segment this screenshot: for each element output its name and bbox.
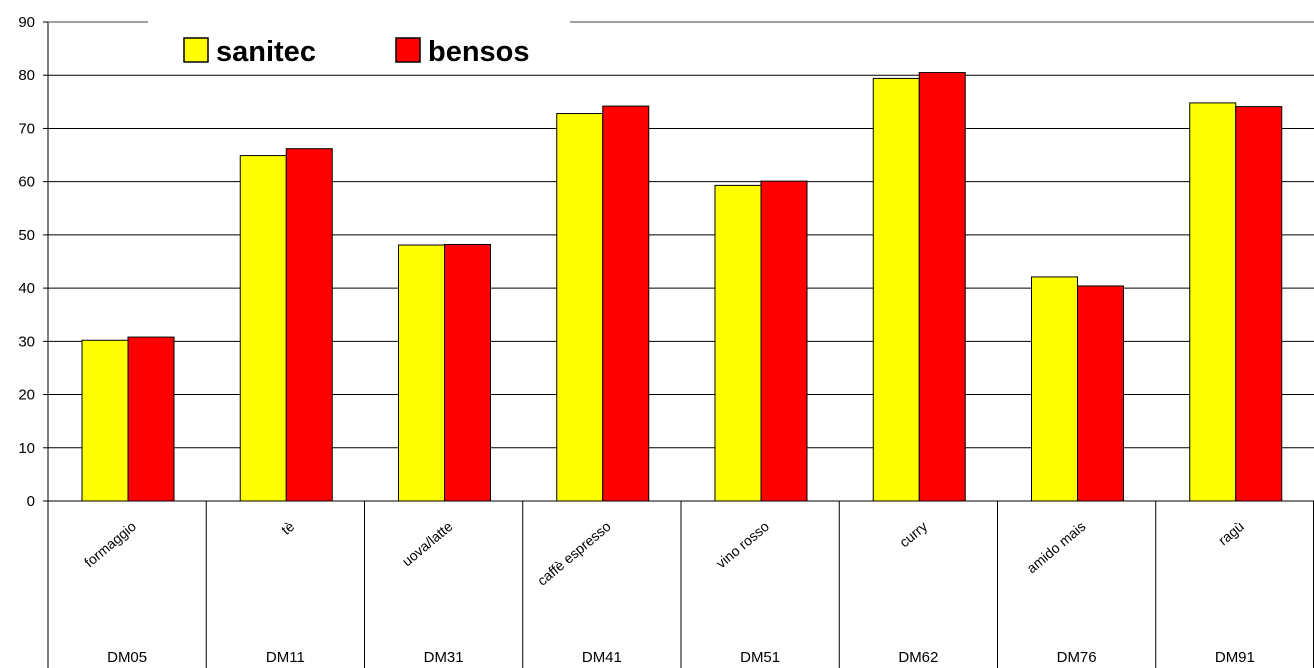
legend-label-bensos: bensos [428, 36, 530, 68]
y-tick-label: 0 [27, 493, 35, 510]
bar-bensos [760, 180, 808, 502]
category-label: uova/latte [399, 518, 456, 569]
legend-background [148, 12, 570, 74]
group-label: DM11 [266, 649, 305, 666]
y-tick-label: 30 [18, 333, 35, 350]
group-label: DM76 [1057, 649, 1097, 666]
bar-sanitec [714, 184, 762, 502]
axes [43, 21, 1314, 668]
legend-swatch-sanitec [183, 37, 209, 63]
y-tick-label: 10 [18, 440, 35, 457]
bar-bensos [1235, 106, 1283, 502]
group-label: DM31 [424, 649, 464, 666]
category-label: tè [278, 518, 297, 538]
legend-swatch-bensos [395, 37, 421, 63]
bar-bensos [127, 336, 175, 502]
category-label: ragù [1215, 518, 1247, 548]
x-axis-labels: formaggio DM05 tè DM11 uova/latte DM31 caffè e… [81, 518, 1255, 666]
category-label: vino rosso [713, 518, 772, 571]
gridlines [48, 21, 1314, 449]
bar-bensos [602, 105, 650, 502]
legend: sanitec bensos [148, 12, 570, 74]
bar-bensos [285, 148, 333, 502]
legend-label-sanitec: sanitec [216, 36, 316, 68]
bar-sanitec [1189, 102, 1237, 502]
bar-bensos [444, 243, 491, 502]
bars [81, 72, 1283, 502]
y-tick-label: 40 [18, 280, 35, 297]
bar-sanitec [556, 113, 604, 502]
bar-sanitec [239, 155, 287, 502]
group-label: DM05 [107, 649, 147, 666]
y-tick-label: 20 [18, 387, 35, 404]
category-label: formaggio [81, 518, 139, 570]
bar-sanitec [81, 339, 129, 502]
group-label: DM51 [740, 649, 780, 666]
category-label: amido mais [1023, 518, 1088, 576]
bar-bensos [1077, 285, 1124, 502]
group-label: DM91 [1215, 649, 1255, 666]
group-label: DM62 [898, 649, 938, 666]
bar-sanitec [398, 244, 445, 502]
group-label: DM41 [582, 649, 622, 666]
y-tick-label: 80 [18, 67, 35, 84]
bar-sanitec [872, 77, 920, 502]
bar-bensos [918, 72, 966, 502]
y-tick-label: 70 [18, 120, 35, 137]
bar-sanitec [1031, 276, 1078, 502]
category-label: curry [896, 518, 930, 550]
y-tick-label: 60 [18, 174, 35, 191]
category-label: caffè espresso [534, 518, 614, 589]
y-tick-label: 50 [18, 227, 35, 244]
y-tick-label: 90 [18, 14, 35, 31]
y-axis-ticks: 0 10 20 30 40 50 60 70 80 90 [18, 14, 35, 510]
